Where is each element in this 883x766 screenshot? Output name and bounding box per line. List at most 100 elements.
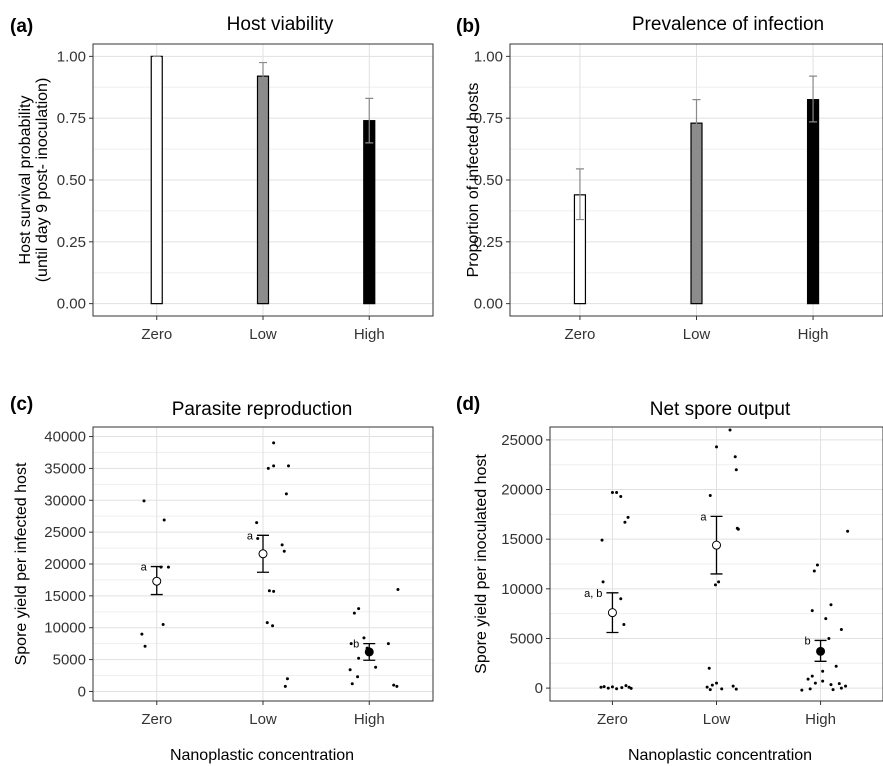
significance-letter: b bbox=[353, 639, 359, 651]
data-point bbox=[717, 580, 721, 584]
data-point bbox=[166, 565, 170, 569]
y-axis-label-line: Spore yield per inoculated host bbox=[473, 454, 490, 674]
y-axis-label: Proportion of infected hosts bbox=[465, 83, 482, 278]
x-tick-label: Low bbox=[703, 711, 731, 728]
panel-letter: (c) bbox=[10, 394, 33, 415]
panel-title: Host viability bbox=[227, 14, 334, 35]
y-tick-label: 25000 bbox=[501, 432, 543, 449]
data-point bbox=[140, 632, 144, 636]
data-point bbox=[720, 687, 724, 691]
y-tick-label: 1.00 bbox=[57, 48, 86, 65]
data-point bbox=[392, 683, 396, 687]
data-point bbox=[602, 685, 606, 689]
data-point bbox=[626, 515, 630, 519]
bar-high bbox=[806, 99, 820, 305]
y-axis-label: Spore yield per inoculated host bbox=[473, 454, 490, 674]
mean-point bbox=[364, 647, 374, 657]
panel-letter: (b) bbox=[456, 16, 480, 37]
data-point bbox=[374, 665, 378, 669]
data-point bbox=[839, 686, 843, 690]
plot-frame bbox=[92, 426, 434, 702]
y-tick-label: 10000 bbox=[501, 581, 543, 598]
data-point bbox=[733, 455, 737, 459]
mean-point bbox=[152, 576, 162, 586]
x-tick-label: Zero bbox=[141, 326, 172, 343]
data-point bbox=[800, 688, 804, 692]
y-tick-label: 0.50 bbox=[57, 172, 86, 189]
data-point bbox=[813, 681, 817, 685]
y-tick-label: 0.50 bbox=[474, 172, 503, 189]
data-point bbox=[352, 611, 356, 615]
x-tick-label: Low bbox=[683, 326, 711, 343]
data-point bbox=[734, 468, 738, 472]
y-tick-label: 20000 bbox=[501, 482, 543, 499]
data-point bbox=[600, 538, 604, 542]
data-point bbox=[285, 677, 289, 681]
mean-point bbox=[607, 608, 617, 618]
data-point bbox=[256, 537, 260, 541]
y-tick-label: 0 bbox=[78, 683, 86, 700]
significance-letter: a bbox=[247, 530, 254, 542]
data-point bbox=[350, 682, 354, 686]
significance-letter: a bbox=[141, 562, 148, 574]
data-point bbox=[707, 666, 711, 670]
data-point bbox=[272, 589, 276, 593]
bar-low bbox=[256, 75, 270, 305]
y-tick-label: 10000 bbox=[44, 620, 86, 637]
x-tick-label: Zero bbox=[597, 711, 628, 728]
data-point bbox=[601, 580, 605, 584]
data-point bbox=[162, 518, 166, 522]
significance-letter: a bbox=[700, 511, 707, 523]
data-point bbox=[386, 642, 390, 646]
data-point bbox=[728, 428, 732, 432]
y-tick-label: 25000 bbox=[44, 524, 86, 541]
data-point bbox=[705, 685, 709, 689]
data-point bbox=[615, 491, 619, 495]
data-point bbox=[808, 687, 812, 691]
data-point bbox=[735, 526, 739, 530]
data-point bbox=[834, 664, 838, 668]
data-point bbox=[271, 624, 275, 628]
data-point bbox=[713, 583, 717, 587]
data-point bbox=[734, 687, 738, 691]
x-tick-label: Zero bbox=[565, 326, 596, 343]
data-point bbox=[708, 688, 712, 692]
plot-frame bbox=[509, 43, 883, 317]
data-point bbox=[622, 623, 626, 627]
y-tick-label: 0.00 bbox=[57, 296, 86, 313]
data-point bbox=[829, 683, 833, 687]
bar-zero bbox=[150, 55, 163, 305]
data-point bbox=[829, 603, 833, 607]
data-point bbox=[844, 684, 848, 688]
data-point bbox=[283, 684, 287, 688]
mean-point bbox=[712, 540, 721, 550]
error-bar bbox=[259, 61, 267, 92]
y-tick-label: 5000 bbox=[510, 630, 543, 647]
data-point bbox=[839, 628, 843, 632]
error-bar bbox=[809, 75, 818, 123]
y-tick-label: 0.00 bbox=[474, 296, 503, 313]
panel-title: Prevalence of infection bbox=[632, 14, 824, 35]
data-point bbox=[357, 656, 361, 660]
data-point bbox=[356, 675, 360, 679]
y-tick-label: 1.00 bbox=[474, 48, 503, 65]
y-tick-label: 35000 bbox=[44, 460, 86, 477]
y-tick-label: 0.75 bbox=[474, 110, 503, 127]
data-point bbox=[821, 669, 825, 673]
data-point bbox=[396, 587, 400, 591]
bar-low bbox=[690, 122, 703, 305]
y-axis-label-line: Spore yield per infected host bbox=[13, 462, 30, 665]
data-point bbox=[362, 636, 366, 640]
y-axis-label-line: Proportion of infected hosts bbox=[465, 83, 482, 278]
data-point bbox=[715, 681, 718, 685]
data-point bbox=[255, 521, 259, 525]
y-tick-label: 0 bbox=[535, 680, 543, 697]
error-bar bbox=[365, 97, 374, 144]
significance-letter: a, b bbox=[584, 588, 602, 600]
data-point bbox=[827, 636, 831, 640]
data-point bbox=[357, 607, 361, 611]
data-point bbox=[831, 688, 835, 692]
panel-title: Parasite reproduction bbox=[172, 399, 353, 420]
x-tick-label: Zero bbox=[141, 711, 172, 728]
y-tick-label: 15000 bbox=[44, 588, 86, 605]
